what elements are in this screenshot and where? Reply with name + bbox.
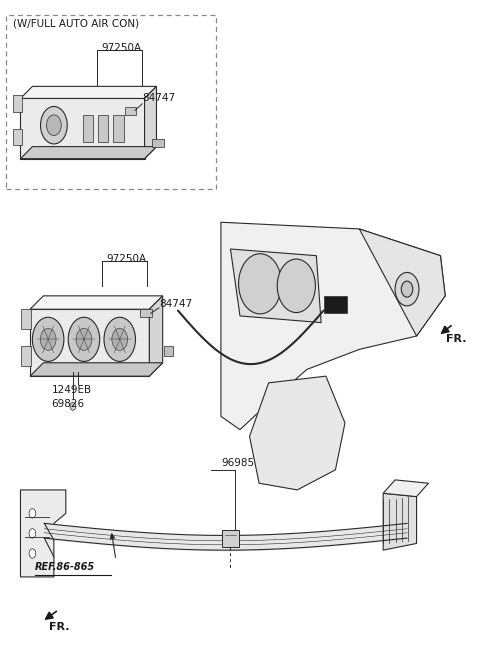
Circle shape <box>401 281 413 297</box>
Bar <box>13 95 22 112</box>
Text: FR.: FR. <box>49 622 70 632</box>
Bar <box>98 115 108 142</box>
Bar <box>222 530 239 547</box>
Bar <box>22 309 31 329</box>
Polygon shape <box>230 249 321 323</box>
Text: 1249EB: 1249EB <box>51 384 92 394</box>
Circle shape <box>40 329 56 350</box>
Text: 69826: 69826 <box>51 399 84 409</box>
Polygon shape <box>250 376 345 490</box>
Polygon shape <box>383 493 417 550</box>
Circle shape <box>68 317 100 362</box>
Bar <box>83 115 93 142</box>
Polygon shape <box>144 87 156 159</box>
Text: 97250A: 97250A <box>102 43 142 53</box>
Circle shape <box>47 115 61 136</box>
Circle shape <box>70 403 76 411</box>
Bar <box>324 296 348 312</box>
Bar <box>152 138 164 146</box>
Circle shape <box>29 549 36 558</box>
Circle shape <box>33 317 64 362</box>
Circle shape <box>395 272 419 306</box>
Circle shape <box>29 509 36 518</box>
Bar <box>125 107 136 115</box>
Polygon shape <box>30 296 163 309</box>
Text: 84747: 84747 <box>142 93 175 103</box>
Bar <box>22 346 31 366</box>
Bar <box>13 128 22 145</box>
Circle shape <box>104 317 135 362</box>
Circle shape <box>29 529 36 538</box>
Polygon shape <box>30 363 163 376</box>
Text: (W/FULL AUTO AIR CON): (W/FULL AUTO AIR CON) <box>13 18 140 28</box>
Text: 96985: 96985 <box>221 458 254 468</box>
Polygon shape <box>21 490 66 577</box>
Circle shape <box>112 329 128 350</box>
Polygon shape <box>221 222 445 429</box>
Circle shape <box>239 254 281 314</box>
Polygon shape <box>21 146 156 159</box>
Text: REF.86-865: REF.86-865 <box>35 562 95 572</box>
Circle shape <box>277 259 315 312</box>
Polygon shape <box>21 87 156 98</box>
Bar <box>113 115 123 142</box>
Text: 84747: 84747 <box>159 299 192 309</box>
Polygon shape <box>30 309 149 376</box>
Polygon shape <box>21 98 144 159</box>
Polygon shape <box>149 296 163 376</box>
Text: FR.: FR. <box>446 335 467 344</box>
Circle shape <box>40 106 67 144</box>
Text: 97250A: 97250A <box>107 254 146 264</box>
Polygon shape <box>383 480 429 497</box>
Bar <box>164 346 173 356</box>
Polygon shape <box>360 229 445 336</box>
Bar <box>140 309 152 317</box>
Circle shape <box>76 329 92 350</box>
